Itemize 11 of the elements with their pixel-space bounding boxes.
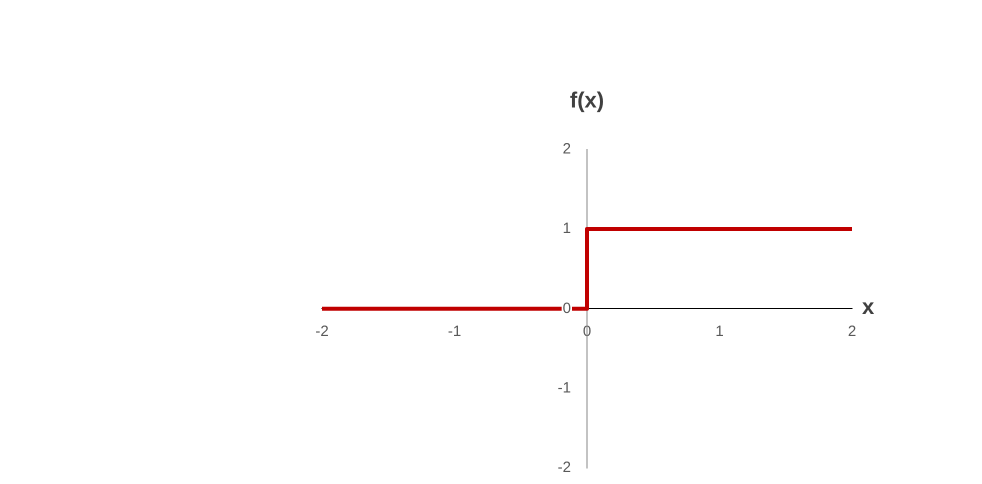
chart-title: f(x) (570, 87, 604, 112)
x-tick-label: -1 (448, 322, 462, 340)
y-tick-label: 0 (562, 300, 571, 317)
y-tick-label: 1 (562, 220, 571, 238)
x-tick-label: -2 (315, 322, 329, 340)
y-tick-label: 2 (562, 140, 571, 158)
x-axis-title: x (862, 294, 875, 319)
y-tick-label: -1 (558, 379, 571, 396)
y-tick-label: -2 (558, 459, 571, 476)
x-tick-label: 1 (715, 322, 724, 340)
x-tick-label: 2 (848, 322, 856, 340)
